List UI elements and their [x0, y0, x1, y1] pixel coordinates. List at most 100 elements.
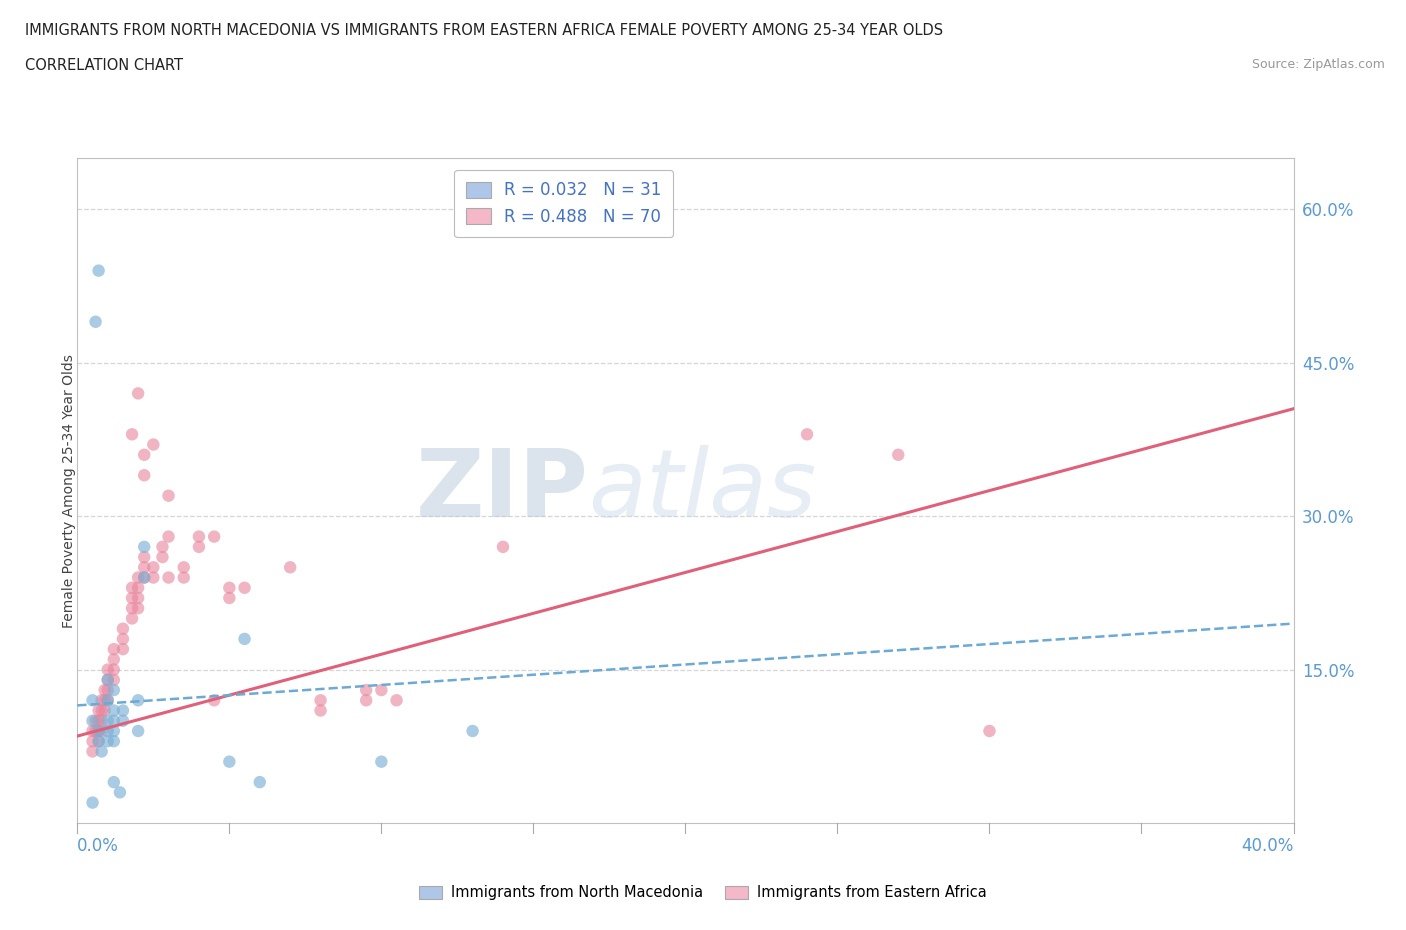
Point [370, 754, 392, 769]
Point [111, 703, 134, 718]
Legend: Immigrants from North Macedonia, Immigrants from Eastern Africa: Immigrants from North Macedonia, Immigra… [413, 879, 993, 906]
Point [218, 580, 240, 595]
Point [127, 570, 149, 585]
Point [97, 713, 120, 728]
Point [121, 580, 143, 595]
Point [233, 580, 256, 595]
Point [93, 693, 115, 708]
Legend: R = 0.032   N = 31, R = 0.488   N = 70: R = 0.032 N = 31, R = 0.488 N = 70 [454, 170, 673, 237]
Point [157, 570, 180, 585]
Point [492, 539, 515, 554]
Point [461, 724, 484, 738]
Point [97, 672, 120, 687]
Point [84, 724, 107, 738]
Point [93, 683, 115, 698]
Point [979, 724, 1001, 738]
Point [97, 662, 120, 677]
Point [127, 724, 149, 738]
Point [87, 734, 110, 749]
Point [142, 570, 165, 585]
Point [103, 724, 125, 738]
Point [111, 642, 134, 657]
Point [152, 539, 174, 554]
Point [87, 263, 110, 278]
Point [127, 693, 149, 708]
Point [127, 591, 149, 605]
Point [127, 580, 149, 595]
Point [82, 693, 104, 708]
Point [188, 529, 211, 544]
Point [82, 734, 104, 749]
Point [309, 693, 332, 708]
Point [121, 611, 143, 626]
Point [796, 427, 818, 442]
Point [354, 693, 377, 708]
Point [82, 724, 104, 738]
Point [87, 703, 110, 718]
Point [103, 703, 125, 718]
Point [134, 550, 156, 565]
Point [87, 734, 110, 749]
Point [202, 529, 225, 544]
Point [142, 437, 165, 452]
Text: 0.0%: 0.0% [77, 837, 120, 855]
Point [385, 693, 408, 708]
Point [887, 447, 910, 462]
Point [93, 703, 115, 718]
Point [278, 560, 301, 575]
Point [127, 386, 149, 401]
Text: Source: ZipAtlas.com: Source: ZipAtlas.com [1251, 58, 1385, 71]
Point [103, 642, 125, 657]
Text: IMMIGRANTS FROM NORTH MACEDONIA VS IMMIGRANTS FROM EASTERN AFRICA FEMALE POVERTY: IMMIGRANTS FROM NORTH MACEDONIA VS IMMIG… [25, 23, 943, 38]
Point [90, 693, 112, 708]
Point [103, 672, 125, 687]
Y-axis label: Female Poverty Among 25-34 Year Olds: Female Poverty Among 25-34 Year Olds [62, 353, 76, 628]
Point [309, 703, 332, 718]
Text: ZIP: ZIP [415, 445, 588, 537]
Point [218, 591, 240, 605]
Point [249, 775, 271, 790]
Point [97, 672, 120, 687]
Point [84, 314, 107, 329]
Point [111, 621, 134, 636]
Point [370, 683, 392, 698]
Point [134, 539, 156, 554]
Point [108, 785, 131, 800]
Point [121, 591, 143, 605]
Point [103, 713, 125, 728]
Point [103, 683, 125, 698]
Point [173, 570, 195, 585]
Point [82, 744, 104, 759]
Point [97, 693, 120, 708]
Point [103, 734, 125, 749]
Point [233, 631, 256, 646]
Point [84, 713, 107, 728]
Point [127, 601, 149, 616]
Point [90, 744, 112, 759]
Point [90, 713, 112, 728]
Point [87, 724, 110, 738]
Point [97, 734, 120, 749]
Point [218, 754, 240, 769]
Point [97, 683, 120, 698]
Point [97, 693, 120, 708]
Point [121, 427, 143, 442]
Text: CORRELATION CHART: CORRELATION CHART [25, 58, 183, 73]
Point [97, 724, 120, 738]
Text: 40.0%: 40.0% [1241, 837, 1294, 855]
Point [134, 570, 156, 585]
Point [354, 683, 377, 698]
Point [134, 560, 156, 575]
Point [142, 560, 165, 575]
Point [134, 570, 156, 585]
Point [111, 713, 134, 728]
Point [90, 703, 112, 718]
Point [134, 447, 156, 462]
Point [202, 693, 225, 708]
Point [134, 468, 156, 483]
Point [103, 775, 125, 790]
Point [103, 652, 125, 667]
Point [82, 713, 104, 728]
Point [87, 724, 110, 738]
Text: atlas: atlas [588, 445, 817, 536]
